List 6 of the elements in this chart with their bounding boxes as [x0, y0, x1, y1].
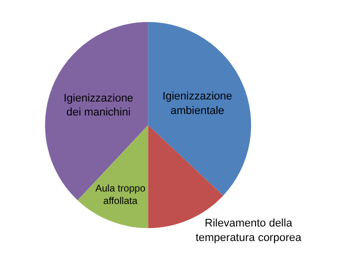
slice-label: Aula troppo affollata — [95, 183, 146, 208]
slice-label: Rilevamento della temperatura corporea — [196, 218, 302, 244]
slice-label: Igienizzazione ambientale — [162, 90, 232, 117]
pie-slice — [78, 125, 148, 228]
slice-label: Igienizzazione dei manichini — [64, 92, 134, 119]
pie-slice — [148, 22, 252, 196]
